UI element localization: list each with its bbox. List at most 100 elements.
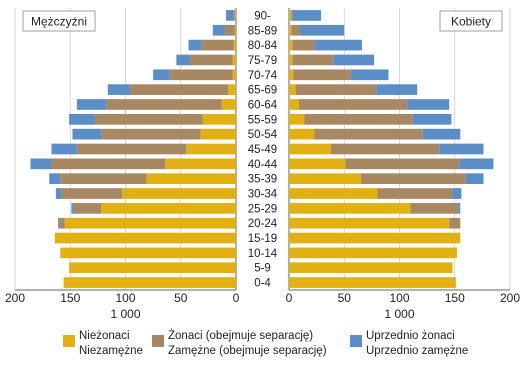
legend-label-previously-2: Uprzednio zamężne <box>366 345 468 357</box>
x-tick-label-left: 100 <box>115 291 135 305</box>
bar-men-single-8 <box>200 128 236 140</box>
age-label: 50-54 <box>248 129 278 141</box>
bar-men-previously-4 <box>153 69 170 81</box>
bar-women-previously-1 <box>300 24 345 36</box>
bar-men-single-9 <box>186 143 236 155</box>
bar-men-single-7 <box>202 113 236 125</box>
bar-women-married-11 <box>360 173 466 185</box>
bar-women-previously-3 <box>333 54 375 66</box>
bar-men-married-3 <box>189 54 233 66</box>
bar-women-single-3 <box>289 54 293 66</box>
bar-women-previously-5 <box>376 84 418 95</box>
x-tick-labels: 0 0 50 50 100 100 150 150 200 200 <box>5 291 520 305</box>
bar-women-previously-2 <box>314 39 362 51</box>
bar-men-single-6 <box>221 99 236 110</box>
age-label: 45-49 <box>248 144 277 156</box>
bar-women-married-5 <box>295 84 377 95</box>
bar-men-previously-2 <box>188 39 202 51</box>
bar-men-single-14 <box>64 217 236 229</box>
bar-women-single-17 <box>289 262 453 274</box>
age-label: 35-39 <box>248 174 277 186</box>
unit-label-left: 1 000 <box>110 307 140 321</box>
bar-women-single-12 <box>289 188 378 199</box>
bar-women-single-14 <box>289 217 450 229</box>
bar-women-married-6 <box>298 99 408 110</box>
x-tick-label-right: 0 <box>286 291 293 305</box>
bar-women-single-11 <box>289 173 361 185</box>
bar-men-single-18 <box>63 277 237 288</box>
bar-women-married-1 <box>291 24 301 36</box>
bar-women-single-1 <box>289 24 292 36</box>
panel-label-right-text: Kobiety <box>451 15 491 29</box>
bar-men-previously-14 <box>58 217 60 229</box>
bar-women-previously-4 <box>350 69 389 81</box>
bar-men-previously-12 <box>55 188 62 199</box>
bar-men-married-10 <box>51 158 166 170</box>
bar-women-married-14 <box>449 217 461 229</box>
bar-women-single-18 <box>289 277 456 288</box>
bar-men-single-4 <box>232 69 236 81</box>
bar-men-single-10 <box>165 158 236 170</box>
bar-men-single-1 <box>234 24 236 36</box>
age-label: 20-24 <box>248 218 278 230</box>
age-label: 10-14 <box>248 248 278 260</box>
bar-men-previously-3 <box>176 54 190 66</box>
bar-women-previously-13 <box>458 203 461 214</box>
age-label: 25-29 <box>248 203 277 215</box>
bar-men-previously-6 <box>76 99 107 110</box>
bar-men-married-14 <box>59 217 65 229</box>
bar-women-married-0 <box>291 10 293 21</box>
age-labels: 90- 85-89 80-84 75-79 70-74 65-69 60-64 55-59 50… <box>248 10 278 289</box>
legend-label-married-2: Zamężne (obejmuje separację) <box>168 345 327 357</box>
bar-women-single-10 <box>289 158 346 170</box>
panel-label-right: Kobiety <box>439 10 503 32</box>
bar-women-married-7 <box>304 113 413 125</box>
bar-women-single-6 <box>289 99 299 110</box>
x-tick-label-left: 150 <box>60 291 80 305</box>
age-label: 75-79 <box>248 55 277 67</box>
bar-women-single-7 <box>289 113 305 125</box>
bar-women-married-8 <box>314 128 423 140</box>
bar-women-single-9 <box>289 143 331 155</box>
legend-swatch-married <box>152 335 164 347</box>
x-tick-label-left: 200 <box>5 291 25 305</box>
bar-men-married-11 <box>60 173 147 185</box>
bar-men-previously-13 <box>71 203 74 214</box>
x-tick-label-left: 0 <box>233 291 240 305</box>
x-tick-label-right: 50 <box>338 291 352 305</box>
bar-men-married-0 <box>233 10 235 21</box>
bar-women-married-9 <box>330 143 440 155</box>
bar-men-previously-10 <box>30 158 52 170</box>
bar-women-single-4 <box>289 69 294 81</box>
legend-label-previously-1: Uprzednio żonaci <box>366 330 455 342</box>
bar-women-previously-0 <box>292 10 322 21</box>
bars-layer <box>30 10 494 288</box>
bar-men-single-13 <box>101 203 236 214</box>
x-tick-label-left: 50 <box>174 291 188 305</box>
bar-women-previously-12 <box>452 188 462 199</box>
panel-label-left: Mężczyźni <box>22 10 96 32</box>
panel-label-left-text: Mężczyźni <box>31 15 87 29</box>
bar-men-single-0 <box>234 10 236 21</box>
bar-men-single-16 <box>60 247 237 259</box>
bar-men-previously-11 <box>49 173 61 185</box>
bar-men-married-5 <box>129 84 229 95</box>
bar-men-previously-7 <box>69 113 95 125</box>
legend: Nieżonaci Niezamężne Żonaci (obejmuje se… <box>63 329 468 357</box>
age-label: 40-44 <box>248 159 278 171</box>
bar-women-single-8 <box>289 128 315 140</box>
bar-men-married-12 <box>61 188 123 199</box>
bar-men-single-17 <box>69 262 237 274</box>
bar-men-single-2 <box>233 39 236 51</box>
bar-women-single-5 <box>289 84 296 95</box>
bar-women-previously-10 <box>459 158 494 170</box>
bar-women-previously-7 <box>412 113 452 125</box>
bar-women-married-10 <box>345 158 460 170</box>
bar-men-married-13 <box>73 203 102 214</box>
bar-women-married-12 <box>377 188 453 199</box>
bar-women-single-15 <box>289 232 461 244</box>
x-tick-label-right: 150 <box>445 291 465 305</box>
legend-label-single-2: Niezamężne <box>79 345 143 357</box>
